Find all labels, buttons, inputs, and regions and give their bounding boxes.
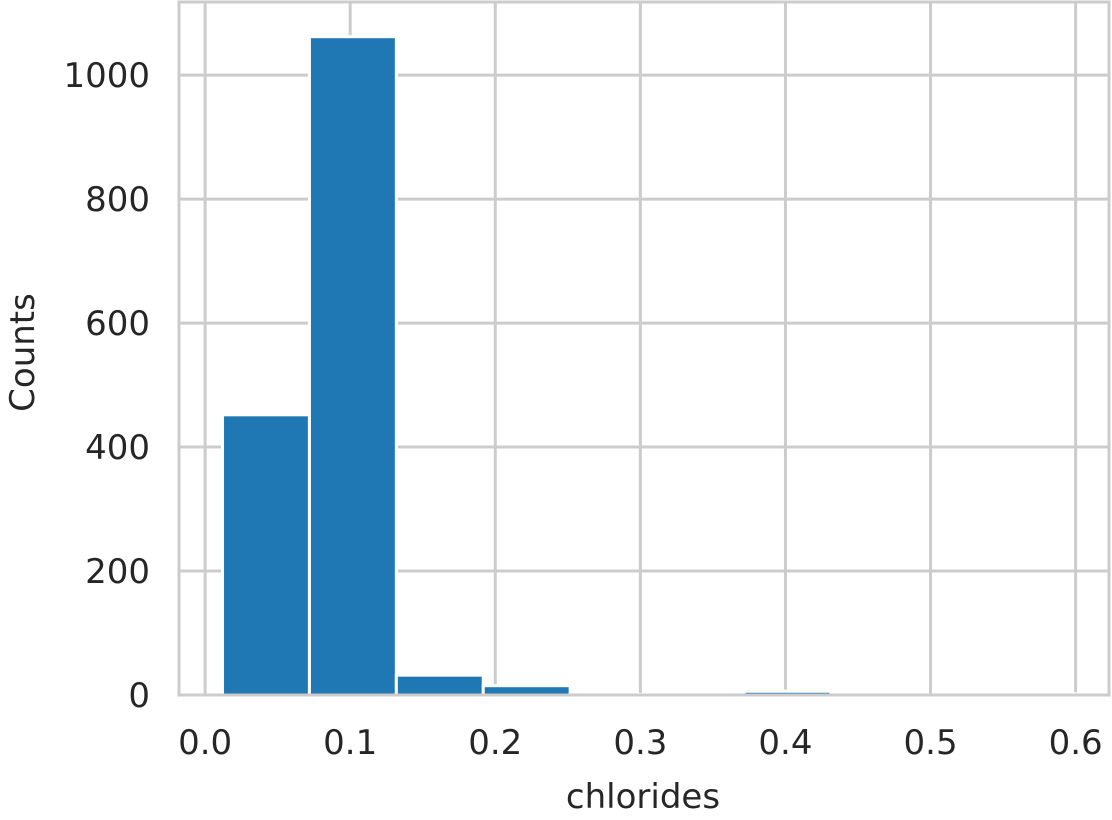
x-tick-label: 0.6: [1049, 723, 1103, 763]
y-tick-label: 400: [85, 428, 150, 468]
histogram-bars: [221, 35, 1094, 697]
x-tick-label: 0.4: [758, 723, 812, 763]
y-tick-label: 200: [85, 552, 150, 592]
y-tick-labels: 0 200 400 600 800 1000: [63, 56, 150, 716]
plot-frame: [177, 0, 1111, 697]
y-tick-label: 600: [85, 304, 150, 344]
histogram-bar: [394, 673, 485, 697]
y-axis-title: Counts: [3, 293, 43, 412]
x-axis-title: chlorides: [566, 777, 720, 817]
y-tick-label: 800: [85, 180, 150, 220]
x-tick-label: 0.0: [178, 723, 232, 763]
histogram-bar: [307, 35, 398, 697]
x-tick-labels: 0.0 0.1 0.2 0.3 0.4 0.5 0.6: [178, 723, 1103, 763]
y-tick-label: 1000: [63, 56, 150, 96]
x-tick-label: 0.3: [613, 723, 667, 763]
x-tick-label: 0.1: [323, 723, 377, 763]
histogram-bar: [221, 413, 311, 697]
y-tick-label: 0: [128, 676, 150, 716]
x-tick-label: 0.5: [904, 723, 958, 763]
x-tick-label: 0.2: [468, 723, 522, 763]
